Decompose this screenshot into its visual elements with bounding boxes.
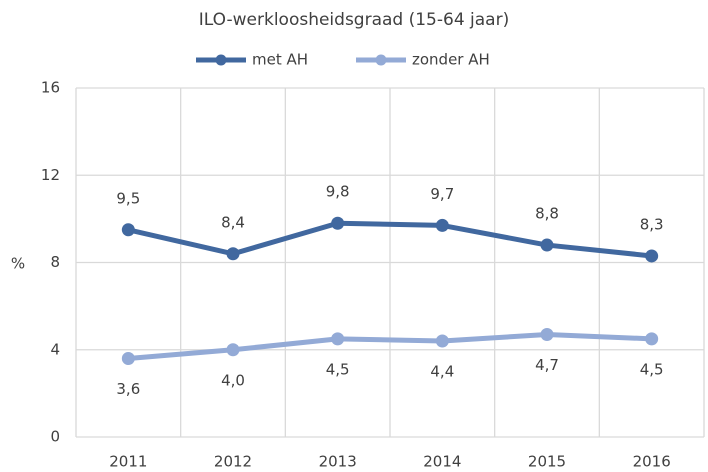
y-axis-label: % bbox=[11, 255, 25, 273]
data-label: 8,4 bbox=[221, 213, 245, 231]
data-label: 8,8 bbox=[535, 205, 559, 223]
y-tick-label: 0 bbox=[50, 428, 60, 446]
y-tick-label: 12 bbox=[41, 166, 60, 184]
legend-label: zonder AH bbox=[412, 51, 490, 69]
y-tick-label: 4 bbox=[50, 340, 60, 358]
chart-title: ILO-werkloosheidsgraad (15-64 jaar) bbox=[199, 10, 509, 30]
legend-marker bbox=[375, 54, 387, 66]
point-marker bbox=[331, 332, 345, 346]
point-marker bbox=[435, 334, 449, 348]
data-label: 9,7 bbox=[430, 185, 454, 203]
series-line bbox=[127, 220, 652, 259]
point-marker bbox=[331, 216, 345, 230]
point-marker bbox=[226, 247, 240, 261]
data-label: 3,6 bbox=[116, 380, 140, 398]
data-label: 9,5 bbox=[116, 189, 140, 207]
data-label: 8,3 bbox=[640, 215, 664, 233]
x-tick-label: 2012 bbox=[214, 453, 252, 471]
point-marker bbox=[540, 327, 554, 341]
point-marker bbox=[645, 249, 659, 263]
point-marker bbox=[645, 332, 659, 346]
data-label: 4,0 bbox=[221, 371, 245, 389]
data-label: 9,8 bbox=[326, 183, 350, 201]
y-tick-label: 16 bbox=[41, 79, 60, 97]
series-line bbox=[128, 331, 652, 361]
x-tick-label: 2016 bbox=[633, 453, 671, 471]
data-label: 4,5 bbox=[640, 360, 664, 378]
data-label: 4,7 bbox=[535, 356, 559, 374]
legend-marker bbox=[215, 54, 227, 66]
data-label: 4,5 bbox=[326, 360, 350, 378]
point-marker bbox=[121, 223, 135, 237]
point-marker bbox=[435, 218, 449, 232]
x-tick-label: 2013 bbox=[319, 453, 357, 471]
point-marker bbox=[226, 343, 240, 357]
x-tick-label: 2011 bbox=[109, 453, 147, 471]
data-label: 4,4 bbox=[430, 363, 454, 381]
legend-label: met AH bbox=[252, 51, 308, 69]
point-marker bbox=[540, 238, 554, 252]
y-tick-label: 8 bbox=[50, 253, 60, 271]
point-marker bbox=[121, 351, 135, 365]
x-tick-label: 2014 bbox=[423, 453, 461, 471]
x-tick-label: 2015 bbox=[528, 453, 566, 471]
